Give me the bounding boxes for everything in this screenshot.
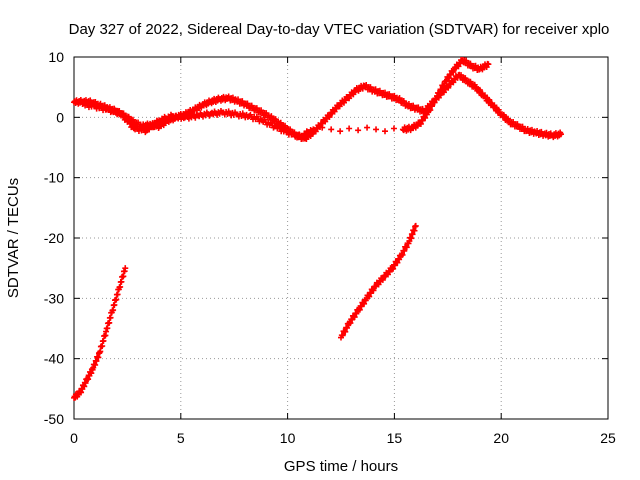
data-point: [394, 259, 401, 266]
data-point: [328, 126, 335, 133]
data-point: [390, 265, 397, 272]
data-point: [558, 131, 565, 138]
data-point: [403, 244, 410, 251]
x-tick-label: 15: [387, 430, 403, 446]
data-point: [427, 107, 434, 114]
data-point: [422, 114, 429, 121]
y-tick-label: -30: [44, 290, 64, 306]
x-tick-label: 0: [70, 430, 78, 446]
data-point: [445, 84, 452, 91]
data-point: [353, 310, 360, 317]
data-point: [401, 247, 408, 254]
x-axis-label: GPS time / hours: [284, 458, 398, 475]
data-point: [339, 332, 346, 339]
data-point: [351, 314, 358, 321]
series-group: [338, 222, 419, 341]
x-tick-label: 5: [177, 430, 185, 446]
y-tick-label: -10: [44, 170, 64, 186]
axis-ticks: [73, 56, 609, 420]
data-point: [119, 110, 126, 117]
data-point: [382, 128, 389, 135]
data-point: [436, 90, 443, 97]
y-tick-label: -40: [44, 351, 64, 367]
series-group: [71, 265, 129, 401]
data-point: [450, 69, 457, 76]
data-point: [373, 126, 380, 133]
data-point: [390, 125, 397, 132]
data-point: [428, 103, 435, 110]
x-tick-label: 20: [493, 430, 509, 446]
data-point: [446, 75, 453, 82]
data-point: [399, 251, 406, 258]
data-point: [337, 128, 344, 135]
data-marks: [71, 57, 565, 401]
x-tick-label: 10: [280, 430, 296, 446]
data-point: [355, 127, 362, 134]
data-point: [343, 324, 350, 331]
data-point: [417, 120, 424, 127]
data-point: [412, 222, 419, 229]
y-tick-label: -50: [44, 411, 64, 427]
data-point: [485, 61, 492, 68]
data-point: [122, 265, 129, 272]
data-point: [356, 306, 363, 313]
data-point: [423, 111, 430, 118]
data-point: [366, 293, 373, 300]
y-tick-labels: -50 -40 -30 -20 -10 0 10: [44, 49, 64, 427]
series-group: [79, 57, 492, 141]
chart-title: Day 327 of 2022, Sidereal Day-to-day VTE…: [69, 21, 610, 38]
data-point: [361, 300, 368, 307]
data-point: [310, 126, 317, 133]
x-tick-label: 25: [600, 430, 616, 446]
data-point: [370, 287, 377, 294]
x-tick-labels: 0 5 10 15 20 25: [70, 430, 616, 446]
y-tick-label: 0: [56, 109, 64, 125]
data-point: [125, 117, 132, 124]
data-point: [319, 124, 326, 131]
data-point: [440, 82, 447, 89]
data-point: [346, 125, 353, 132]
data-point: [347, 320, 354, 327]
y-axis-label: SDTVAR / TECUs: [5, 178, 22, 298]
data-point: [396, 256, 403, 263]
data-point: [364, 124, 371, 131]
data-point: [431, 99, 438, 106]
y-tick-label: 10: [48, 49, 64, 65]
data-point: [342, 328, 349, 335]
y-tick-label: -20: [44, 230, 64, 246]
data-point: [438, 86, 445, 93]
